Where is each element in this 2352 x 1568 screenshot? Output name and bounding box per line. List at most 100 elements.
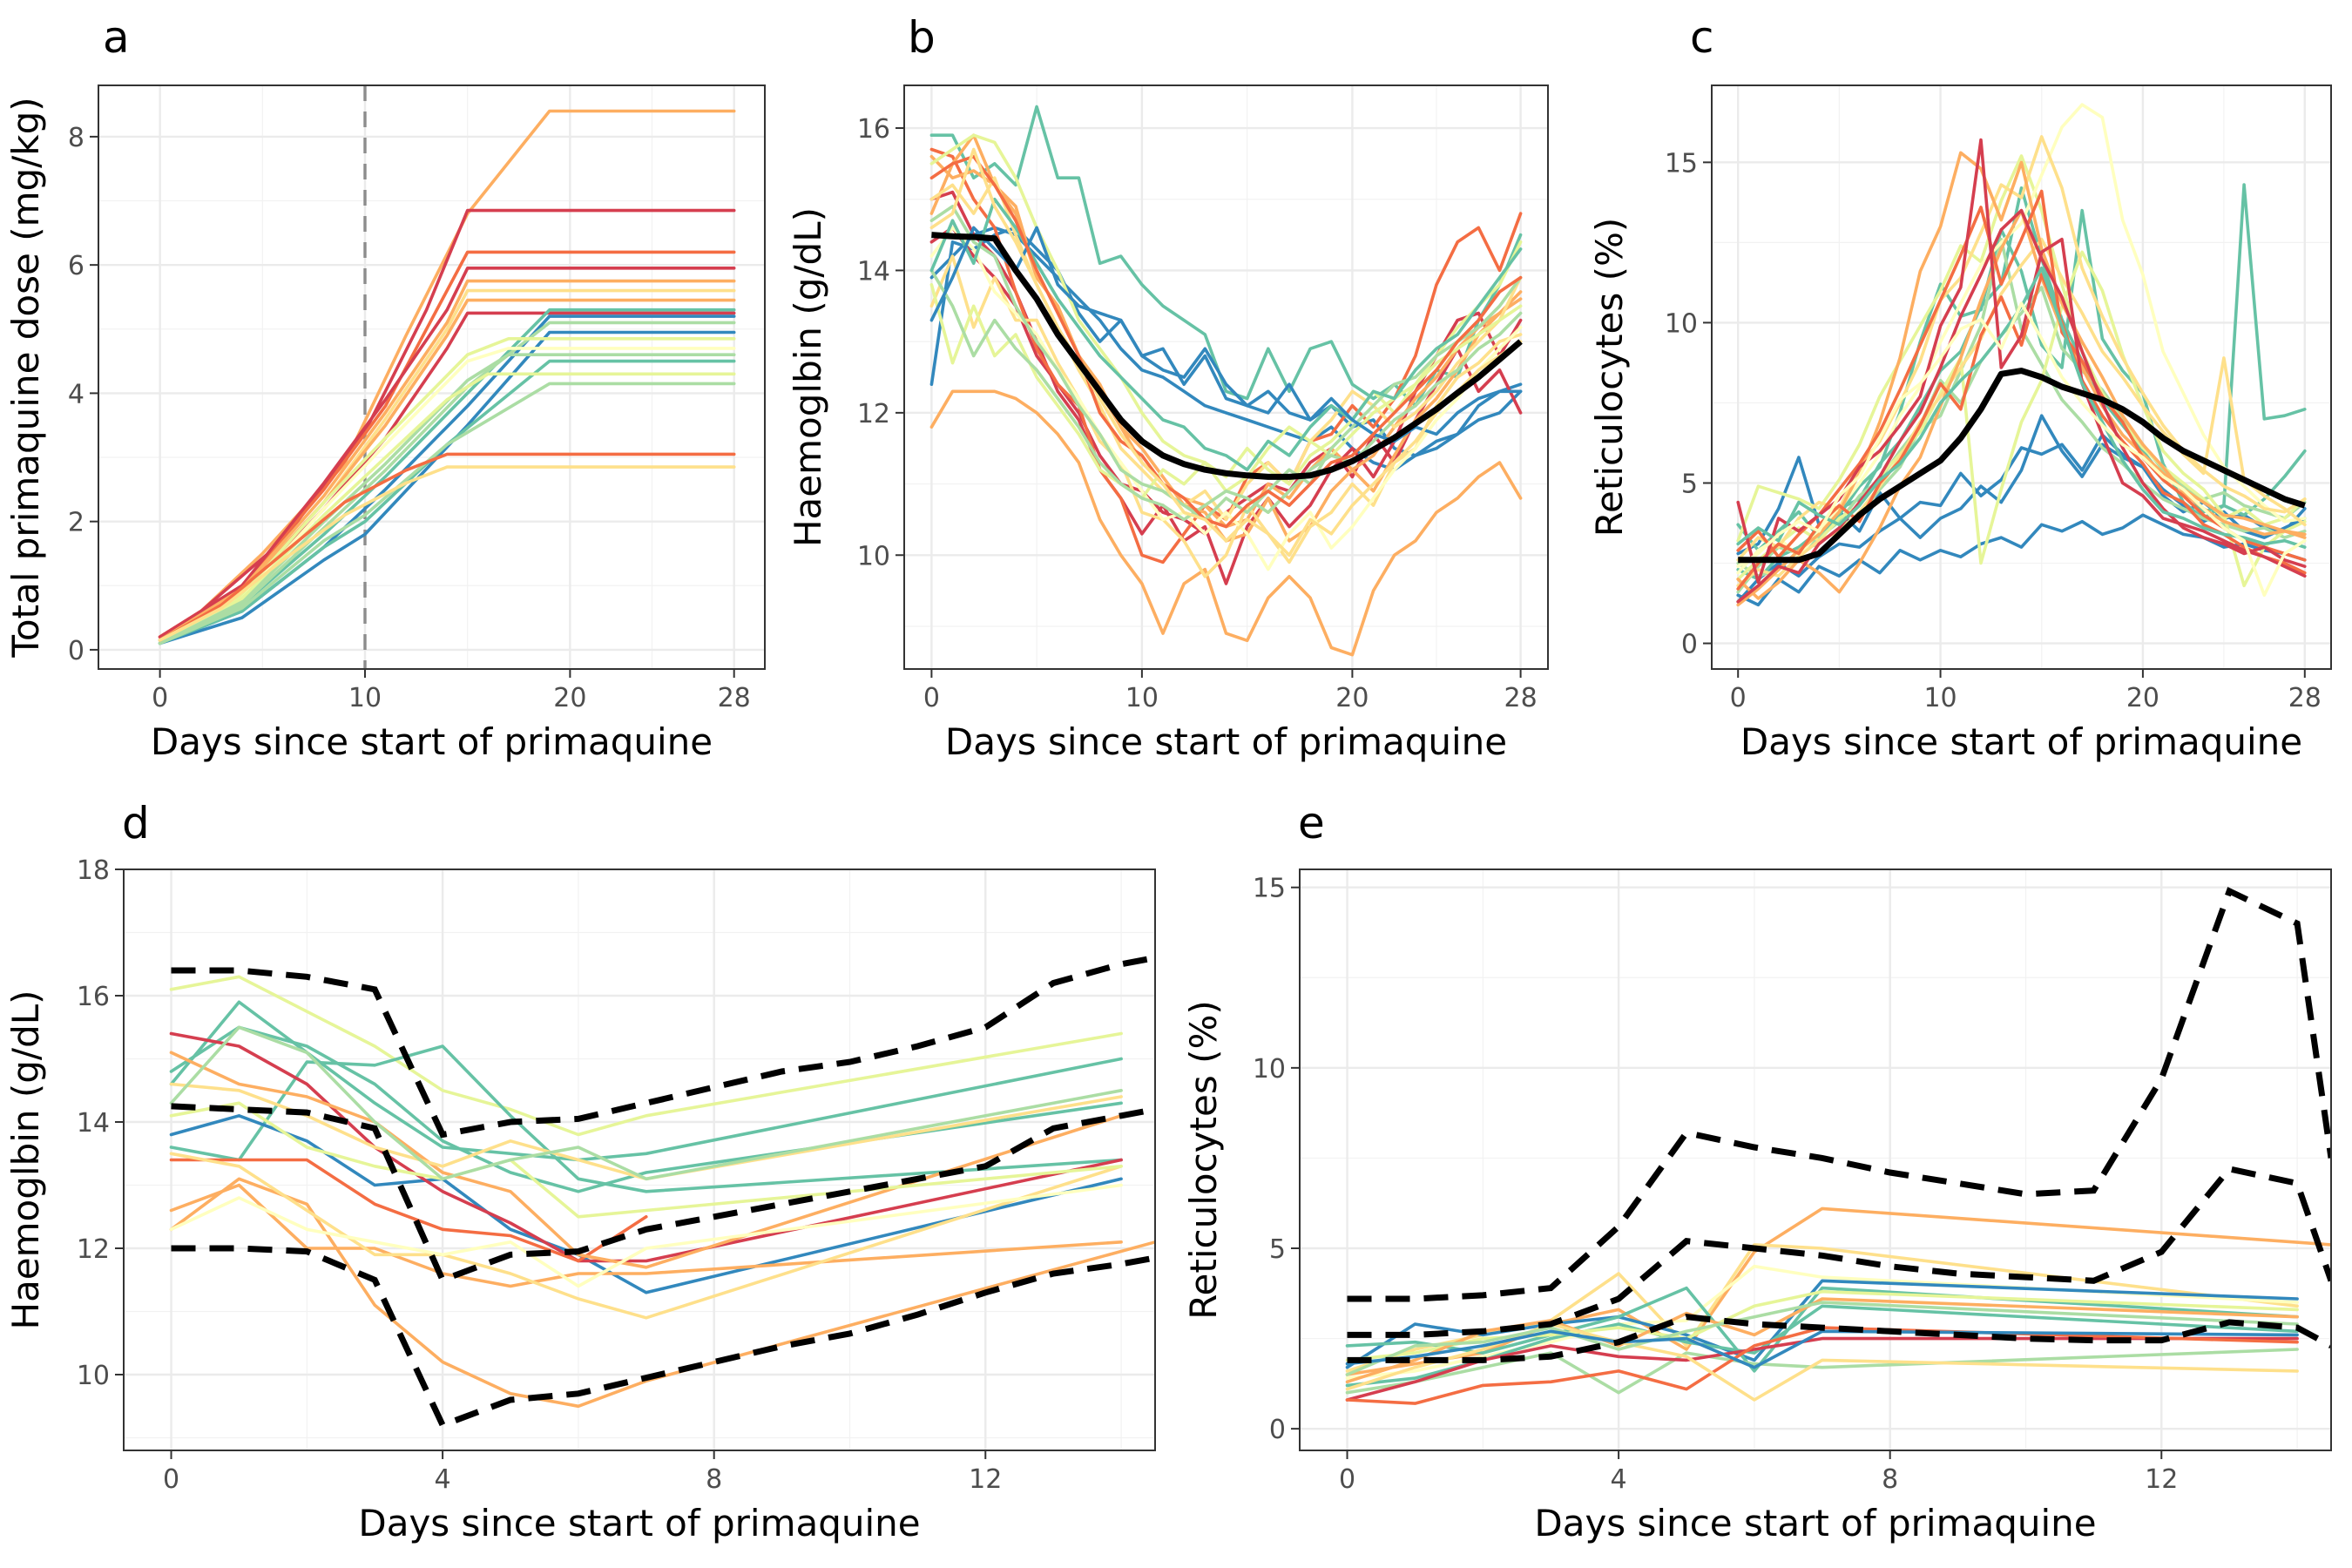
series-line-18: [158, 382, 736, 645]
band-line-1: [1347, 887, 2331, 1302]
series-line-2: [169, 1000, 1123, 1162]
x-tick-label: 12: [2145, 1464, 2178, 1495]
y-tick-label: 16: [77, 982, 110, 1012]
mean-line: [1738, 368, 2306, 564]
x-tick-label: 20: [1335, 683, 1369, 713]
y-tick-label: 0: [1269, 1415, 1286, 1445]
x-axis-title: Days since start of primaquine: [1740, 720, 2302, 763]
x-tick-label: 28: [2288, 683, 2322, 713]
series-line-11: [158, 321, 736, 645]
panel-letter: c: [1690, 12, 1714, 63]
series-line-13: [1345, 1301, 2299, 1376]
y-tick-label: 15: [1665, 148, 1698, 179]
series-line-12: [158, 330, 736, 645]
plot-area: [929, 105, 1523, 657]
y-tick-label: 12: [77, 1234, 110, 1265]
series-line-9: [169, 1177, 1155, 1409]
band-line-3: [1347, 1314, 2331, 1363]
series-line-13: [929, 133, 1523, 486]
panel-e: 0 4 8 12 0 5 10 15 Days since start of primaquin…: [1182, 798, 2332, 1544]
y-tick-label: 2: [68, 508, 84, 538]
series-line-16: [929, 205, 1523, 522]
x-tick-label: 10: [1125, 683, 1159, 713]
series-line-4: [169, 1044, 1123, 1193]
gridlines: [1712, 85, 2331, 669]
panel-d: 0 4 8 12 10 12 14 16 18 Days since start of prima…: [4, 798, 1156, 1544]
plot-frame: [98, 84, 766, 670]
plot-frame: [123, 868, 1156, 1451]
series-line-20: [158, 465, 736, 642]
series-line-15: [929, 268, 1523, 522]
series-line-17: [1736, 138, 2307, 585]
y-axis-title: Haemoglbin (g/dL): [4, 990, 47, 1329]
band-line-2: [171, 1103, 1155, 1284]
y-axis-title: Total primaquine dose (mg/kg): [4, 97, 47, 658]
y-tick-label: 10: [77, 1361, 110, 1391]
x-tick-label: 28: [1504, 683, 1538, 713]
series-line-20: [929, 147, 1523, 558]
series-line-4: [929, 190, 1523, 585]
y-tick-label: 14: [77, 1108, 110, 1139]
x-axis-title: Days since start of primaquine: [151, 720, 713, 763]
series-line-7: [1345, 1348, 2299, 1395]
x-tick-label: 0: [1730, 683, 1747, 713]
plot-area: [169, 955, 1155, 1429]
panel-b: 0 10 20 28 10 12 14 16 Days since start of prima…: [787, 12, 1549, 763]
plot-area: [1345, 887, 2331, 1405]
series-line-9: [1736, 250, 2307, 588]
panel-letter: b: [908, 12, 936, 63]
x-tick-label: 4: [1611, 1464, 1627, 1495]
series-line-19: [158, 452, 736, 642]
x-tick-label: 20: [553, 683, 586, 713]
series-line-11: [1345, 1297, 2299, 1384]
series-line-1: [929, 105, 1523, 408]
y-tick-label: 4: [68, 379, 84, 409]
plot-frame: [903, 84, 1549, 670]
x-axis-title: Days since start of primaquine: [1534, 1502, 2096, 1544]
x-tick-label: 4: [435, 1464, 451, 1495]
y-tick-label: 5: [1681, 469, 1698, 499]
y-tick-label: 0: [1681, 630, 1698, 660]
x-tick-label: 10: [348, 683, 382, 713]
series-line-19: [929, 154, 1523, 529]
y-tick-label: 12: [857, 399, 890, 429]
mean-line: [931, 232, 1523, 480]
y-tick-label: 5: [1269, 1234, 1286, 1265]
panel-letter: d: [122, 798, 150, 848]
series-line-9: [929, 133, 1523, 529]
series-line-8: [929, 154, 1523, 543]
y-tick-label: 10: [857, 541, 890, 571]
series-line-10: [1736, 103, 2307, 575]
series-line-8: [169, 1051, 1123, 1269]
series-line-16: [158, 359, 736, 645]
series-line-1: [169, 975, 1123, 1137]
y-tick-label: 14: [857, 256, 890, 287]
band-line-3: [171, 1245, 1155, 1429]
plot-frame: [1711, 84, 2332, 670]
y-tick-label: 18: [77, 855, 110, 886]
series-line-10: [1345, 1326, 2299, 1405]
panel-letter: a: [103, 12, 130, 63]
series-line-10: [169, 1183, 1123, 1288]
series-line-7: [929, 389, 1523, 657]
y-axis-title: Reticulocytes (%): [1182, 1000, 1225, 1320]
x-axis-title: Days since start of primaquine: [358, 1502, 920, 1544]
y-axis-title: Haemoglbin (g/dL): [787, 207, 829, 547]
gridlines: [98, 85, 765, 669]
y-tick-label: 10: [1253, 1054, 1286, 1085]
x-tick-label: 10: [1923, 683, 1957, 713]
panel-letter: e: [1298, 798, 1325, 848]
x-tick-label: 8: [1882, 1464, 1898, 1495]
series-line-3: [169, 1025, 1123, 1193]
x-tick-label: 0: [1339, 1464, 1355, 1495]
series-line-20: [1736, 301, 2307, 598]
x-tick-label: 0: [163, 1464, 179, 1495]
x-axis-title: Days since start of primaquine: [945, 720, 1507, 763]
band-line-2: [1347, 1166, 2331, 1338]
y-tick-label: 16: [857, 114, 890, 145]
series-line-11: [1736, 135, 2307, 562]
plot-frame: [1299, 868, 2332, 1451]
x-tick-label: 28: [718, 683, 751, 713]
y-tick-label: 0: [68, 636, 84, 666]
